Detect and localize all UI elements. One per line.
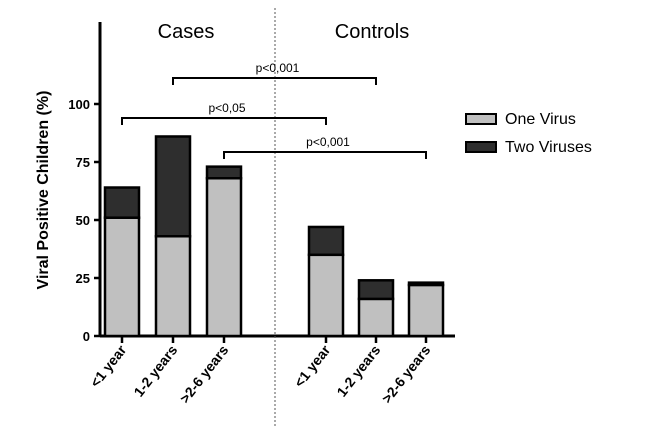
bar-segment-two-viruses (205, 165, 243, 180)
significance-bracket (223, 151, 427, 159)
x-tick-label: 1-2 years (130, 342, 180, 400)
significance-label: p<0,05 (208, 101, 245, 115)
x-tick-label: <1 year (291, 342, 334, 391)
group-label-controls: Controls (335, 21, 409, 43)
bar-segment-two-viruses (357, 279, 395, 301)
y-tick-label: 50 (76, 213, 90, 228)
x-tick-label: >2-6 years (378, 342, 433, 406)
significance-bracket (172, 77, 377, 85)
bar-segment-one-virus (407, 283, 445, 338)
legend-label-one-virus: One Virus (505, 111, 576, 128)
y-tick-label: 0 (83, 329, 90, 344)
y-axis-label: Viral Positive Children (%) (35, 91, 52, 290)
y-tick-label: 100 (68, 97, 90, 112)
bar-segment-one-virus (307, 253, 345, 338)
y-ticks: 0 25 50 75 100 (68, 97, 100, 344)
x-tick-labels: <1 year 1-2 years>2-6 years <1 year 1-2 yea… (87, 336, 433, 406)
legend-swatch-one-virus (465, 113, 497, 125)
bar-segment-one-virus (154, 234, 192, 338)
legend-label-two-viruses: Two Viruses (505, 139, 592, 156)
significance-annotations: p<0,001 p<0,05 p<0,001 (121, 61, 427, 159)
bar-segment-one-virus (205, 176, 243, 338)
y-tick-label: 25 (76, 271, 90, 286)
significance-label: p<0,001 (306, 135, 350, 149)
bars (103, 135, 445, 338)
bar-segment-one-virus (357, 297, 395, 338)
x-tick-label: 1-2 years (333, 342, 383, 400)
bar-segment-two-viruses (407, 281, 445, 287)
bar-segment-two-viruses (154, 135, 192, 238)
significance-bracket (121, 117, 327, 125)
y-tick-label: 75 (76, 155, 90, 170)
bar-segment-two-viruses (307, 225, 345, 257)
x-tick-label: >2-6 years (176, 342, 231, 406)
legend-swatch-two-viruses (465, 141, 497, 153)
bar-segment-two-viruses (103, 186, 141, 219)
significance-label: p<0,001 (256, 61, 300, 75)
x-tick-label: <1 year (87, 342, 130, 391)
group-label-cases: Cases (158, 21, 215, 43)
legend: One Virus Two Viruses (465, 111, 592, 156)
bar-segment-one-virus (103, 216, 141, 338)
